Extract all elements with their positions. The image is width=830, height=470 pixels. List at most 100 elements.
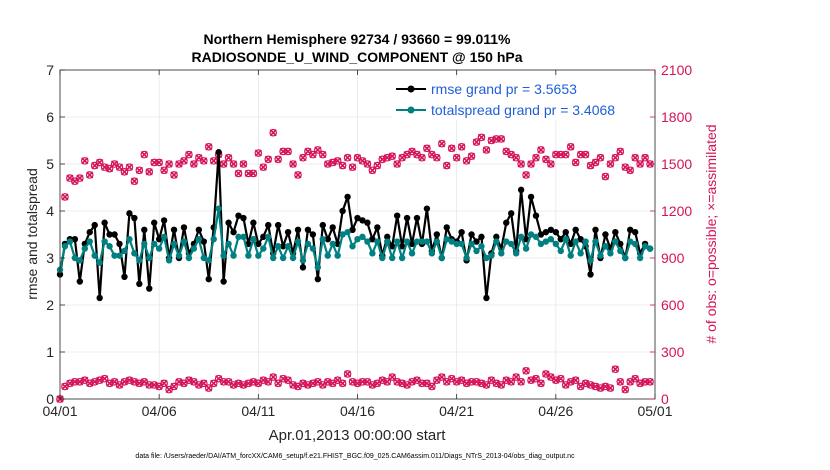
obs-possible-point — [527, 160, 535, 168]
obs-possible-point-circle — [442, 161, 451, 170]
rmse-series-point — [398, 243, 406, 250]
rmse-series-point — [408, 240, 416, 248]
obs-possible-point — [239, 160, 248, 168]
obs-possible-point — [249, 169, 258, 178]
spread-series-point — [483, 254, 490, 262]
obs-assimilated-point — [556, 374, 565, 383]
y-right-tick-label: 1200 — [661, 203, 692, 219]
axis-layer: 04/01 04/06 04/11 04/16 04/21 04/26 05/0101234… — [42, 62, 692, 419]
spread-series-point — [146, 254, 153, 262]
obs-possible-point-cross — [393, 160, 401, 168]
obs-possible-point-circle — [135, 166, 144, 175]
spread-series-point — [121, 247, 128, 255]
rmse-series-point — [547, 226, 555, 233]
obs-possible-point-circle — [343, 153, 352, 162]
rmse-series-point — [612, 228, 619, 236]
obs-possible-point — [477, 133, 486, 142]
spread-series-point — [284, 243, 292, 250]
obs-possible-point-circle — [254, 149, 263, 157]
obs-possible-point — [259, 163, 268, 171]
rmse-series-point — [384, 233, 391, 241]
obs-possible-point-cross — [289, 160, 297, 168]
data-file-footer: data file: /Users/raeder/DAI/ATM_forcXX/… — [135, 453, 575, 460]
rmse-series-point — [146, 285, 153, 292]
obs-possible-point-circle — [423, 144, 431, 153]
rmse-series-point — [324, 236, 331, 243]
obs-possible-point-cross — [641, 154, 649, 162]
rmse-series-point — [527, 193, 535, 201]
obs-possible-point-cross — [205, 143, 213, 151]
obs-possible-point-circle — [204, 142, 213, 151]
obs-possible-point-cross — [76, 174, 84, 182]
rmse-series-point — [86, 228, 93, 236]
spread-series-point — [557, 247, 564, 255]
spread-series-point — [265, 233, 272, 241]
obs-possible-point — [130, 177, 139, 186]
obs-possible-point-cross — [363, 160, 371, 168]
rmse-series-point — [76, 278, 84, 285]
spread-series-point — [508, 240, 515, 248]
obs-possible-point-circle — [239, 160, 248, 168]
obs-assimilated-point-circle — [646, 377, 654, 386]
rmse-series-point — [136, 280, 143, 288]
spread-series-point — [86, 238, 93, 245]
obs-possible-point — [224, 153, 233, 162]
obs-assimilated-point — [428, 382, 436, 391]
spread-series-point — [627, 238, 634, 245]
rmse-series-point — [284, 228, 292, 236]
obs-assimilated-point — [571, 376, 580, 385]
obs-possible-point-circle — [299, 153, 307, 162]
obs-possible-point-circle — [537, 146, 545, 154]
spread-series-point — [344, 228, 351, 236]
obs-possible-point-circle — [561, 150, 570, 159]
rmse-series-point — [91, 221, 98, 229]
obs-possible-point — [631, 153, 639, 162]
rmse-series-point — [96, 294, 103, 302]
obs-possible-point-cross — [225, 154, 233, 162]
rmse-series-point — [537, 231, 545, 238]
obs-possible-point — [85, 171, 94, 179]
obs-possible-point-circle — [601, 172, 610, 181]
spread-series-point — [136, 257, 143, 264]
obs-possible-point — [447, 144, 456, 153]
obs-assimilated-point-circle — [437, 373, 446, 381]
obs-possible-point-circle — [477, 133, 486, 142]
obs-assimilated-point-circle — [199, 379, 208, 388]
obs-possible-point — [338, 161, 347, 170]
spread-series-point — [587, 257, 594, 264]
obs-possible-point-circle — [591, 158, 600, 167]
obs-assimilated-point — [611, 365, 620, 374]
obs-assimilated-point-cross — [572, 376, 580, 384]
spread-series-point — [532, 233, 540, 241]
obs-possible-point-cross — [443, 162, 451, 170]
obs-possible-point-circle — [641, 153, 649, 162]
y-right-tick-label: 900 — [661, 250, 685, 266]
spread-series-point — [408, 250, 416, 257]
obs-assimilated-point — [537, 379, 545, 388]
obs-possible-point-cross — [631, 154, 639, 162]
obs-possible-point-cross — [582, 151, 590, 159]
rmse-series-point — [592, 226, 599, 233]
obs-possible-point-cross — [458, 143, 466, 151]
obs-possible-point — [561, 150, 570, 159]
spread-series-point — [562, 236, 569, 243]
obs-possible-point — [135, 166, 144, 175]
spread-series-point — [646, 245, 654, 252]
rmse-series-point — [250, 219, 257, 226]
spread-series-point — [443, 236, 450, 243]
obs-possible-point — [294, 171, 302, 179]
obs-possible-point-cross — [606, 160, 614, 168]
spread-series-point — [155, 245, 163, 252]
obs-possible-point-cross — [448, 144, 456, 152]
obs-assimilated-point-cross — [646, 378, 654, 386]
obs-assimilated-point-cross — [616, 378, 624, 386]
obs-possible-point — [209, 157, 218, 165]
obs-assimilated-point — [338, 379, 347, 388]
obs-assimilated-point-cross — [537, 379, 545, 387]
obs-possible-point — [522, 171, 530, 179]
obs-possible-point-circle — [452, 153, 461, 162]
obs-possible-point — [125, 163, 134, 171]
obs-possible-point — [512, 153, 520, 162]
rmse-series-point — [413, 214, 421, 222]
spread-series-point — [577, 250, 584, 257]
